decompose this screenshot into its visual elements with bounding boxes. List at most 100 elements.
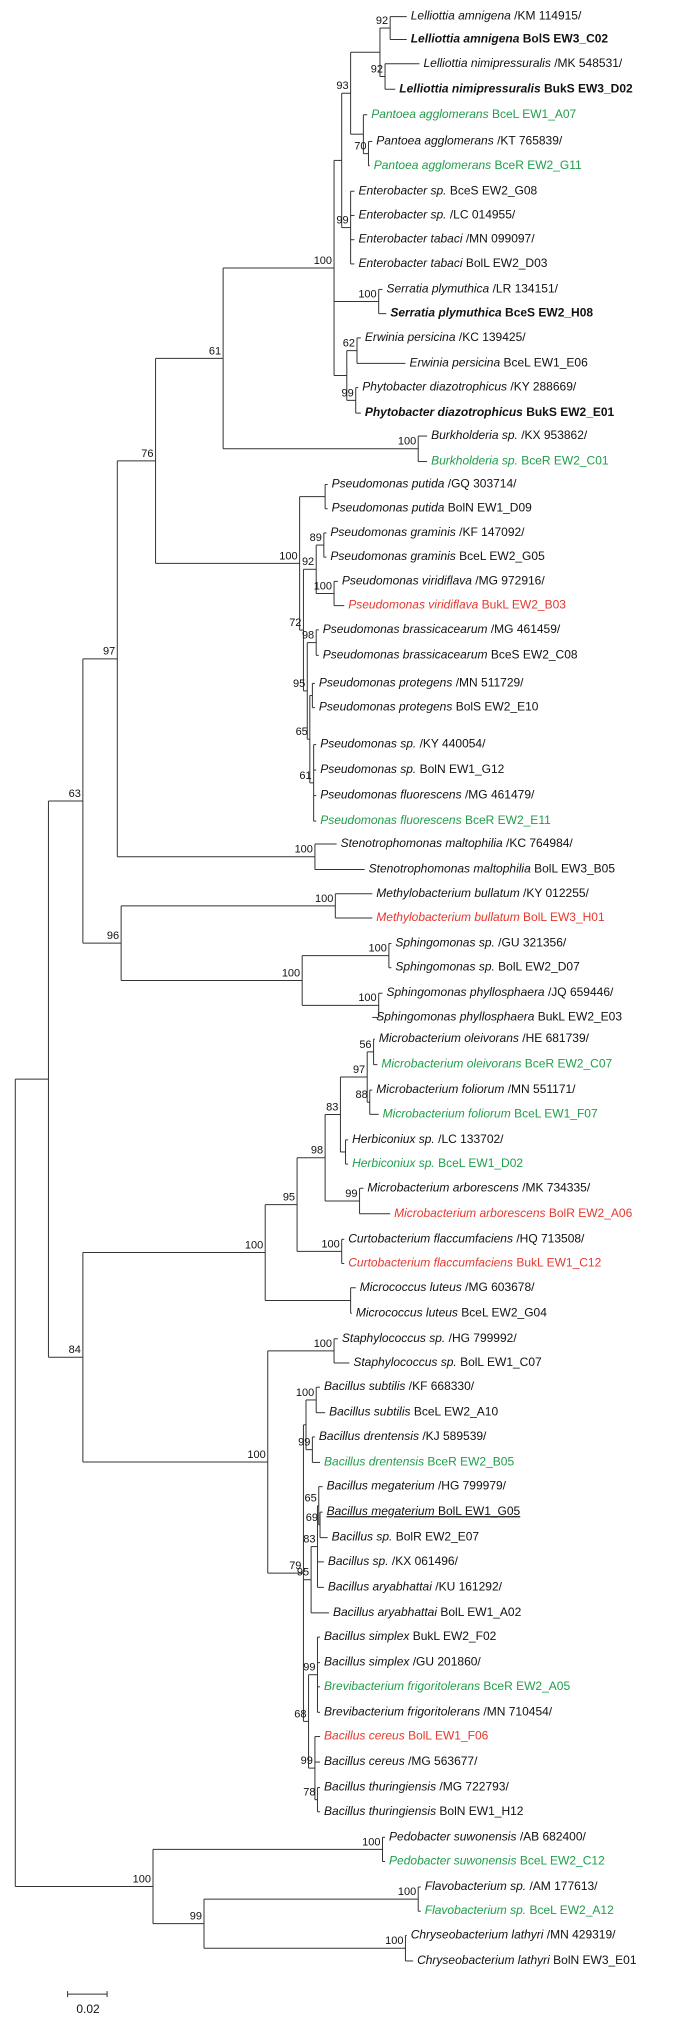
accession: BolL EW1_A02 bbox=[440, 1605, 521, 1619]
accession: BukS EW2_E01 bbox=[526, 405, 614, 419]
leaf-label: Pseudomonas viridiflava /MG 972916/ bbox=[342, 574, 545, 588]
accession: BolL EW1_C07 bbox=[460, 1355, 542, 1369]
taxon-name: Stenotrophomonas maltophilia bbox=[341, 836, 503, 850]
leaf-label: Microbacterium oleivorans BceR EW2_C07 bbox=[381, 1057, 612, 1071]
taxon-name: Pantoea agglomerans bbox=[376, 134, 493, 148]
bootstrap-value: 96 bbox=[107, 930, 119, 942]
leaf-label: Stenotrophomonas maltophilia BolL EW3_B0… bbox=[369, 862, 616, 876]
accession: BolR EW2_E07 bbox=[396, 1530, 480, 1544]
taxon-name: Pseudomonas viridiflava bbox=[342, 574, 472, 588]
leaf-label: Serratia plymuthica BceS EW2_H08 bbox=[390, 306, 593, 320]
bootstrap-value: 83 bbox=[326, 1101, 338, 1113]
bootstrap-value: 100 bbox=[398, 436, 416, 448]
bootstrap-value: 100 bbox=[314, 1338, 332, 1350]
accession: /KY 012255/ bbox=[523, 886, 590, 900]
leaf-label: Curtobacterium flaccumfaciens BukL EW1_C… bbox=[348, 1256, 601, 1270]
taxon-name: Sphingomonas sp. bbox=[395, 960, 494, 974]
accession: /KM 114915/ bbox=[514, 9, 582, 23]
accession: BolL EW3_B05 bbox=[534, 862, 615, 876]
leaf-label: Brevibacterium frigoritolerans BceR EW2_… bbox=[324, 1679, 570, 1693]
taxon-name: Pseudomonas protegens bbox=[319, 676, 452, 690]
accession: /MN 710454/ bbox=[483, 1704, 552, 1718]
bootstrap-value: 97 bbox=[353, 1064, 365, 1076]
leaf-label: Enterobacter sp. BceS EW2_G08 bbox=[358, 183, 537, 197]
accession: BceL EW1_D02 bbox=[438, 1156, 523, 1170]
accession: /KU 161292/ bbox=[435, 1580, 502, 1594]
accession: BceS EW2_C08 bbox=[491, 648, 578, 662]
taxon-name: Lelliottia nimipressuralis bbox=[423, 56, 550, 70]
bootstrap-value: 93 bbox=[336, 80, 348, 92]
bootstrap-value: 99 bbox=[298, 1437, 310, 1449]
taxon-name: Bacillus drentensis bbox=[319, 1429, 419, 1443]
taxon-name: Pedobacter suwonensis bbox=[389, 1854, 516, 1868]
leaf-label: Pseudomonas viridiflava BukL EW2_B03 bbox=[348, 598, 566, 612]
leaf-label: Pedobacter suwonensis BceL EW2_C12 bbox=[389, 1854, 605, 1868]
accession: BceL EW2_C12 bbox=[520, 1854, 605, 1868]
leaf-label: Pseudomonas fluorescens BceR EW2_E11 bbox=[320, 813, 551, 827]
bootstrap-value: 99 bbox=[301, 1755, 313, 1767]
leaf-label: Bacillus thuringiensis /MG 722793/ bbox=[324, 1780, 509, 1794]
accession: BolR EW2_A06 bbox=[549, 1206, 633, 1220]
taxon-name: Stenotrophomonas maltophilia bbox=[369, 862, 531, 876]
bootstrap-value: 95 bbox=[297, 1567, 309, 1579]
taxon-name: Pseudomonas sp. bbox=[320, 737, 416, 751]
bootstrap-value: 97 bbox=[103, 646, 115, 658]
bootstrap-value: 56 bbox=[359, 1039, 371, 1051]
leaf-label: Enterobacter sp. /LC 014955/ bbox=[358, 208, 515, 222]
taxon-name: Methylobacterium bullatum bbox=[376, 886, 519, 900]
leaf-label: Pantoea agglomerans BceR EW2_G11 bbox=[374, 158, 582, 172]
taxon-name: Pantoea agglomerans bbox=[374, 158, 491, 172]
taxon-name: Bacillus drentensis bbox=[324, 1455, 424, 1469]
taxon-name: Pseudomonas protegens bbox=[319, 700, 452, 714]
leaf-label: Methylobacterium bullatum BolL EW3_H01 bbox=[376, 910, 605, 924]
bootstrap-value: 100 bbox=[358, 992, 376, 1004]
leaf-label: Pseudomonas fluorescens /MG 461479/ bbox=[320, 788, 535, 802]
leaf-label: Bacillus cereus /MG 563677/ bbox=[324, 1754, 478, 1768]
bootstrap-value: 100 bbox=[362, 1836, 380, 1848]
taxon-name: Phytobacter diazotrophicus bbox=[365, 405, 523, 419]
accession: BolN EW3_E01 bbox=[553, 1953, 637, 1967]
leaf-label: Micrococcus luteus /MG 603678/ bbox=[360, 1280, 535, 1294]
leaf-label: Lelliottia nimipressuralis BukS EW3_D02 bbox=[399, 81, 633, 95]
accession: /GQ 303714/ bbox=[448, 477, 517, 491]
leaf-label: Pseudomonas protegens /MN 511729/ bbox=[319, 676, 524, 690]
bootstrap-value: 72 bbox=[289, 617, 301, 629]
accession: /HG 799979/ bbox=[438, 1479, 507, 1493]
taxon-name: Pseudomonas brassicacearum bbox=[323, 648, 488, 662]
taxon-name: Bacillus aryabhattai bbox=[333, 1605, 437, 1619]
leaf-label: Pseudomonas protegens BolS EW2_E10 bbox=[319, 700, 539, 714]
bootstrap-value: 100 bbox=[245, 1239, 263, 1251]
accession: BolL EW2_D03 bbox=[466, 256, 548, 270]
leaf-label: Pseudomonas graminis /KF 147092/ bbox=[330, 525, 525, 539]
leaf-label: Flavobacterium sp. BceL EW2_A12 bbox=[425, 1903, 614, 1917]
accession: BukL EW2_E03 bbox=[538, 1010, 623, 1024]
bootstrap-value: 100 bbox=[385, 1935, 403, 1947]
taxon-name: Pseudomonas viridiflava bbox=[348, 598, 478, 612]
bootstrap-value: 95 bbox=[293, 678, 305, 690]
accession: /KF 668330/ bbox=[409, 1379, 475, 1393]
taxon-name: Burkholderia sp. bbox=[431, 454, 518, 468]
bootstrap-value: 62 bbox=[343, 338, 355, 350]
accession: BolN EW1_G12 bbox=[420, 762, 505, 776]
leaf-label: Sphingomonas phyllosphaera /JQ 659446/ bbox=[387, 985, 614, 999]
leaf-label: Herbiconiux sp. BceL EW1_D02 bbox=[352, 1156, 523, 1170]
leaf-label: Erwinia persicina /KC 139425/ bbox=[365, 330, 526, 344]
taxon-name: Serratia plymuthica bbox=[387, 282, 490, 296]
accession: /KY 440054/ bbox=[420, 737, 487, 751]
taxon-name: Bacillus subtilis bbox=[324, 1379, 405, 1393]
taxon-name: Enterobacter tabaci bbox=[358, 256, 462, 270]
accession: /LR 134151/ bbox=[493, 282, 559, 296]
leaf-label: Pedobacter suwonensis /AB 682400/ bbox=[389, 1829, 586, 1843]
accession: /LC 133702/ bbox=[438, 1132, 504, 1146]
leaf-label: Bacillus cereus BolL EW1_F06 bbox=[324, 1729, 489, 1743]
leaf-label: Lelliottia nimipressuralis /MK 548531/ bbox=[423, 56, 622, 70]
bootstrap-value: 100 bbox=[314, 255, 332, 267]
leaf-label: Enterobacter tabaci BolL EW2_D03 bbox=[358, 256, 547, 270]
taxon-name: Bacillus simplex bbox=[324, 1629, 410, 1643]
taxon-name: Pseudomonas brassicacearum bbox=[323, 622, 488, 636]
bootstrap-value: 65 bbox=[296, 726, 308, 738]
taxon-name: Microbacterium arborescens bbox=[367, 1180, 518, 1194]
taxon-name: Sphingomonas sp. bbox=[395, 936, 494, 950]
bootstrap-value: 61 bbox=[209, 345, 221, 357]
leaf-label: Pseudomonas brassicacearum /MG 461459/ bbox=[323, 622, 561, 636]
